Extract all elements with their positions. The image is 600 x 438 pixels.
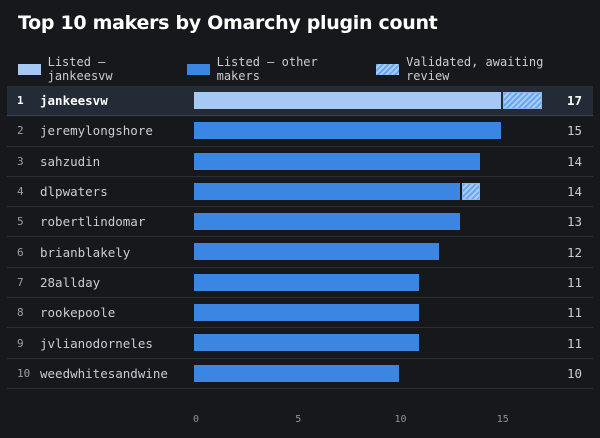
- count-label: 17: [566, 93, 582, 109]
- chart-row-robertlindomar: 5 robertlindomar 13: [7, 207, 593, 238]
- rank-label: 6: [17, 245, 24, 259]
- chart-row-weedwhitesandwine: 10 weedwhitesandwine 10: [7, 359, 593, 389]
- bar-listed-brianblakely: [194, 243, 440, 261]
- bar-listed-jeremylongshore: [194, 122, 501, 140]
- bar-listed-weedwhitesandwine: [194, 364, 399, 382]
- chart-title: Top 10 makers by Omarchy plugin count: [18, 12, 438, 34]
- legend-label-listed-highlight: Listed — jankeesvw: [47, 55, 113, 83]
- maker-label: jvlianodorneles: [40, 335, 153, 351]
- maker-label: robertlindomar: [40, 214, 146, 230]
- maker-label: brianblakely: [40, 244, 131, 260]
- x-tick-label: 15: [496, 414, 509, 425]
- legend-swatch-listed-other: [187, 63, 210, 75]
- chart-row-dlpwaters: 4 dlpwaters 14: [7, 177, 593, 208]
- legend-item-pending: Validated, awaiting review: [376, 55, 583, 83]
- bar-pending-dlpwaters: [461, 182, 481, 200]
- count-label: 15: [566, 123, 582, 139]
- rank-label: 8: [17, 306, 24, 320]
- count-label: 10: [566, 365, 582, 381]
- rank-label: 9: [17, 336, 24, 350]
- chart-row-jankeesvw: 1 jankeesvw 17: [7, 86, 593, 117]
- legend-label-listed-other: Listed — other makers: [216, 55, 318, 83]
- maker-label: jankeesvw: [40, 93, 108, 109]
- bar-listed-28allday: [194, 273, 419, 291]
- bar-listed-robertlindomar: [194, 213, 460, 231]
- maker-label: weedwhitesandwine: [40, 365, 168, 381]
- maker-label: dlpwaters: [40, 184, 108, 200]
- count-label: 11: [566, 274, 582, 290]
- bar-listed-dlpwaters: [194, 182, 460, 200]
- rank-label: 3: [17, 154, 24, 168]
- legend-swatch-pending: [376, 63, 400, 75]
- rank-label: 1: [17, 94, 24, 108]
- x-tick-label: 0: [192, 414, 200, 425]
- x-tick-label: 5: [295, 414, 302, 425]
- x-axis: 0 5 10 15: [0, 414, 600, 430]
- bar-listed-jvlianodorneles: [194, 334, 419, 352]
- rank-label: 4: [17, 185, 24, 199]
- legend: Listed — jankeesvw Listed — other makers…: [18, 55, 600, 83]
- rank-label: 7: [17, 275, 24, 289]
- chart-rows: 1 jankeesvw 17 2 jeremylongshore 15 3 sahzudin 1…: [7, 86, 593, 389]
- chart-row-rookepoole: 8 rookepoole 11: [7, 298, 593, 329]
- chart-row-jeremylongshore: 2 jeremylongshore 15: [7, 116, 593, 147]
- bar-listed-rookepoole: [194, 304, 419, 322]
- bar-listed-sahzudin: [194, 152, 481, 170]
- count-label: 14: [566, 153, 582, 169]
- count-label: 13: [566, 214, 582, 230]
- bar-listed-jankeesvw: [194, 92, 501, 109]
- chart-row-jvlianodorneles: 9 jvlianodorneles 11: [7, 328, 593, 359]
- rank-label: 5: [17, 215, 24, 229]
- maker-label: 28allday: [40, 274, 101, 290]
- chart-row-sahzudin: 3 sahzudin 14: [7, 147, 593, 177]
- x-tick-label: 10: [394, 414, 407, 425]
- legend-item-listed-other: Listed — other makers: [187, 55, 359, 83]
- chart-row-brianblakely: 6 brianblakely 12: [7, 237, 593, 268]
- count-label: 14: [566, 184, 582, 200]
- rank-label: 10: [17, 366, 31, 380]
- count-label: 11: [566, 335, 582, 351]
- count-label: 11: [566, 305, 582, 321]
- chart-row-28allday: 7 28allday 11: [7, 268, 593, 299]
- count-label: 12: [566, 244, 582, 260]
- maker-label: jeremylongshore: [40, 123, 153, 139]
- maker-label: sahzudin: [40, 153, 101, 169]
- bar-pending-jankeesvw: [502, 92, 542, 109]
- rank-label: 2: [17, 124, 24, 138]
- maker-label: rookepoole: [40, 305, 116, 321]
- legend-label-pending: Validated, awaiting review: [406, 55, 544, 83]
- legend-item-listed-highlight: Listed — jankeesvw: [18, 55, 170, 83]
- legend-swatch-listed-highlight: [18, 63, 41, 75]
